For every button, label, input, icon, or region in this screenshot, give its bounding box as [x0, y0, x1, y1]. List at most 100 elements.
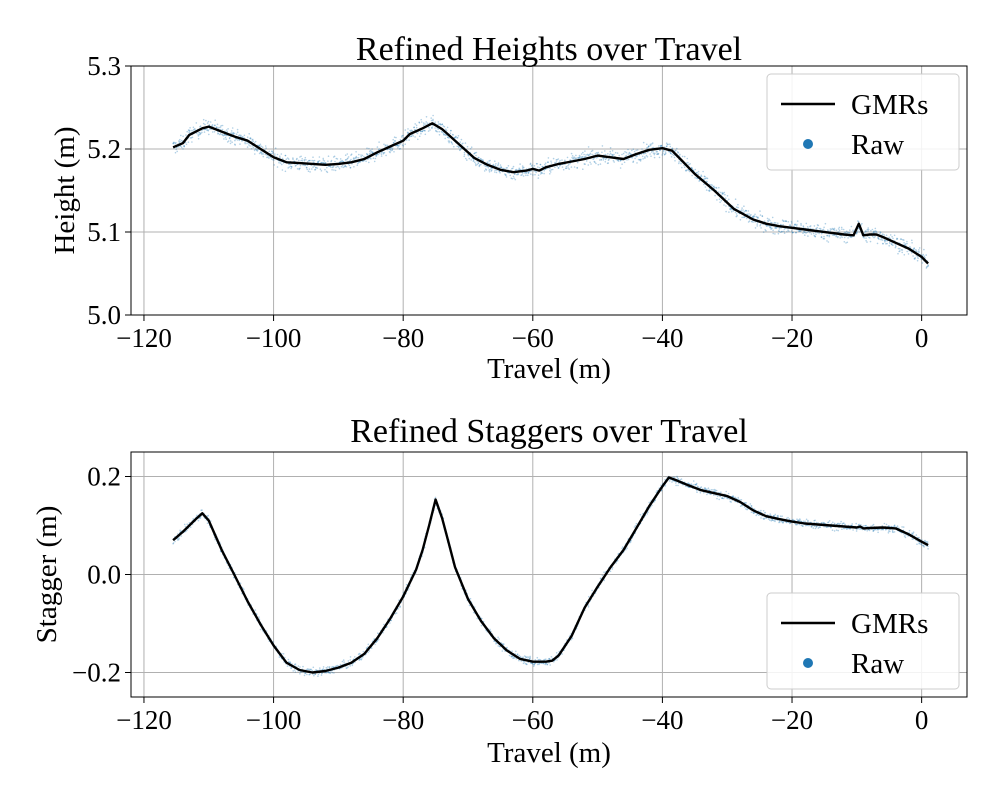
- raw-point: [903, 254, 906, 256]
- raw-point: [191, 136, 194, 139]
- raw-point: [838, 226, 841, 229]
- raw-point: [699, 491, 702, 494]
- raw-point: [861, 222, 863, 225]
- raw-point: [199, 125, 202, 127]
- raw-point: [308, 673, 311, 676]
- raw-point: [303, 158, 306, 161]
- raw-point: [378, 148, 381, 150]
- raw-point: [552, 157, 555, 160]
- raw-point: [421, 130, 423, 133]
- raw-point: [656, 150, 659, 153]
- raw-point: [813, 234, 816, 237]
- raw-point: [745, 210, 747, 212]
- raw-point: [841, 236, 843, 239]
- raw-point: [888, 236, 890, 239]
- raw-point: [199, 126, 201, 128]
- raw-point: [344, 165, 347, 167]
- raw-point: [779, 515, 782, 517]
- raw-point: [665, 142, 668, 144]
- raw-point: [567, 165, 569, 167]
- raw-point: [704, 488, 707, 490]
- raw-point: [320, 674, 323, 676]
- raw-point: [584, 163, 586, 165]
- raw-point: [414, 136, 416, 138]
- raw-point: [399, 605, 401, 608]
- raw-point: [707, 189, 710, 192]
- raw-point: [797, 519, 800, 521]
- raw-point: [835, 234, 838, 237]
- raw-point: [640, 158, 642, 161]
- raw-point: [490, 169, 493, 171]
- raw-point: [556, 158, 558, 161]
- raw-point: [517, 173, 519, 176]
- raw-point: [762, 517, 765, 520]
- raw-point: [172, 542, 174, 545]
- raw-point: [833, 234, 835, 236]
- raw-point: [490, 170, 493, 172]
- raw-point: [540, 171, 542, 173]
- raw-point: [511, 177, 514, 180]
- raw-point: [522, 172, 524, 174]
- raw-point: [303, 160, 306, 162]
- raw-point: [799, 519, 801, 521]
- raw-point: [480, 624, 483, 627]
- raw-point: [761, 215, 764, 218]
- raw-point: [187, 141, 190, 143]
- raw-point: [391, 148, 394, 151]
- raw-point: [203, 131, 206, 133]
- raw-point: [549, 169, 551, 172]
- raw-point: [782, 223, 784, 226]
- raw-point: [625, 548, 627, 551]
- raw-point: [841, 523, 843, 525]
- raw-point: [679, 153, 681, 156]
- raw-point: [601, 145, 604, 147]
- raw-point: [254, 153, 256, 155]
- raw-point: [806, 226, 809, 228]
- raw-point: [355, 151, 357, 153]
- raw-point: [487, 166, 490, 169]
- raw-point: [729, 500, 732, 503]
- raw-point: [353, 166, 355, 168]
- raw-point: [621, 546, 624, 548]
- raw-point: [206, 129, 208, 132]
- raw-point: [477, 156, 480, 159]
- raw-point: [637, 158, 640, 161]
- raw-point: [276, 166, 279, 168]
- raw-point: [666, 143, 669, 146]
- raw-point: [533, 665, 535, 667]
- raw-point: [221, 133, 223, 136]
- raw-point: [333, 155, 336, 158]
- raw-point: [583, 156, 585, 159]
- raw-point: [741, 207, 743, 209]
- raw-point: [514, 173, 516, 175]
- raw-point: [428, 127, 430, 129]
- raw-point: [893, 525, 895, 527]
- raw-point: [583, 163, 586, 165]
- raw-point: [201, 131, 203, 134]
- raw-point: [731, 495, 734, 498]
- raw-point: [669, 145, 672, 148]
- raw-point: [817, 527, 820, 529]
- raw-point: [380, 155, 383, 157]
- raw-point: [694, 168, 697, 171]
- raw-point: [675, 484, 677, 487]
- raw-point: [498, 170, 501, 173]
- raw-point: [458, 146, 460, 149]
- raw-point: [232, 576, 235, 579]
- raw-point: [791, 231, 794, 234]
- raw-point: [480, 163, 482, 166]
- raw-point: [315, 166, 317, 169]
- raw-point: [583, 153, 585, 156]
- raw-point: [184, 525, 187, 528]
- raw-point: [772, 515, 775, 517]
- raw-point: [923, 255, 926, 258]
- raw-point: [781, 230, 783, 233]
- raw-point: [847, 527, 849, 530]
- raw-point: [231, 141, 233, 143]
- raw-point: [578, 156, 581, 159]
- raw-point: [635, 149, 637, 152]
- raw-point: [327, 671, 330, 673]
- raw-point: [661, 154, 663, 156]
- raw-point: [803, 231, 806, 233]
- raw-point: [309, 171, 311, 173]
